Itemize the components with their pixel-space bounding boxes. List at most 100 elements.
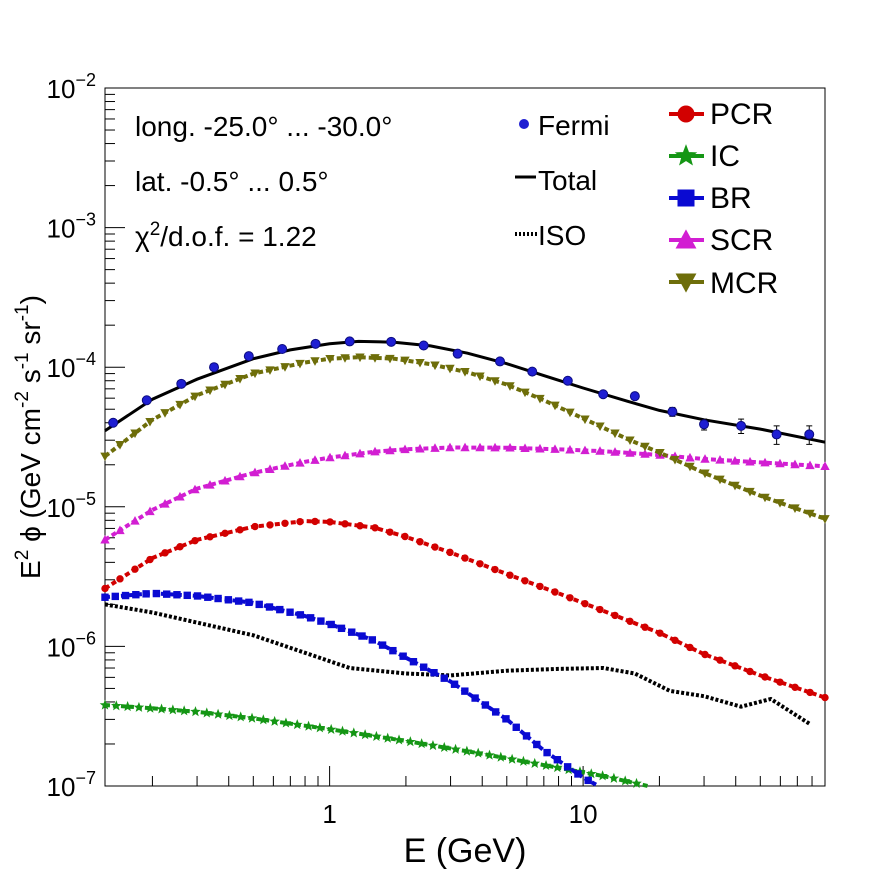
series-marker-ic (405, 736, 416, 747)
series-marker-br (111, 592, 119, 601)
series-marker-scr (220, 475, 230, 485)
y-tick-label: 10−3 (47, 210, 96, 244)
series-marker-scr (595, 446, 605, 455)
series-marker-pcr (821, 693, 829, 702)
series-marker-br (234, 597, 243, 605)
fermi-point (386, 336, 397, 347)
legend-br-label: BR (710, 182, 752, 215)
series-marker-br (420, 663, 428, 671)
fermi-point (629, 391, 640, 402)
series-marker-br (337, 624, 346, 633)
series-marker-pcr (686, 643, 694, 652)
series-marker-br (306, 614, 315, 622)
series-marker-pcr (296, 517, 304, 526)
legend-fermi-marker (519, 119, 529, 129)
series-marker-ic (518, 755, 529, 766)
series-marker-ic (246, 712, 258, 723)
series-marker-br (512, 723, 520, 731)
series-marker-ic (461, 745, 473, 756)
series-marker-mcr (820, 515, 830, 524)
series-marker-br (440, 674, 448, 682)
legend-marker-ic (674, 144, 698, 166)
series-marker-mcr (460, 368, 470, 377)
fermi-point (209, 362, 220, 373)
series-marker-pcr (161, 549, 169, 557)
series-marker-ic (585, 768, 597, 779)
series-marker-pcr (416, 538, 424, 546)
series-marker-pcr (131, 565, 139, 573)
series-marker-ic (472, 747, 484, 758)
series-marker-scr (535, 443, 545, 453)
x-tick-label: 10 (569, 799, 598, 829)
series-marker-pcr (791, 683, 799, 691)
series-marker-scr (805, 460, 815, 470)
fermi-point (418, 340, 429, 351)
series-marker-mcr (280, 363, 290, 372)
fermi-points-layer (108, 336, 815, 445)
series-marker-ic (314, 722, 326, 733)
y-tick-label: 10−6 (47, 628, 96, 662)
series-marker-ic (552, 762, 563, 773)
series-marker-ic (212, 708, 224, 719)
annotation-chi2: χ2/d.o.f. = 1.22 (135, 219, 317, 252)
series-marker-ic (190, 706, 201, 717)
series-marker-pcr (281, 519, 289, 527)
series-marker-scr (235, 471, 245, 481)
annotation-latitude: lat. -0.5° ... 0.5° (135, 166, 329, 197)
series-marker-pcr (386, 528, 394, 536)
series-marker-ic (156, 703, 167, 714)
series-marker-pcr (521, 577, 529, 585)
y-label-base: E (15, 560, 46, 579)
y-tick-exp: −6 (75, 628, 96, 648)
series-marker-pcr (491, 565, 499, 574)
series-marker-scr (265, 464, 275, 474)
series-marker-br (101, 593, 109, 601)
series-marker-ic (291, 719, 303, 730)
y-tick-labels: 10−710−610−510−410−310−2 (47, 70, 96, 802)
series-marker-mcr (760, 493, 770, 503)
series-marker-br (286, 608, 294, 616)
series-marker-scr (250, 467, 260, 477)
annotation-longitude: long. -25.0° ... -30.0° (135, 111, 392, 142)
series-marker-mcr (130, 429, 140, 439)
series-marker-scr (310, 455, 320, 464)
series-marker-mcr (175, 400, 185, 410)
series-marker-br (173, 591, 181, 599)
series-marker-ic (122, 701, 133, 712)
series-marker-pcr (701, 650, 709, 659)
series-marker-ic (608, 772, 620, 783)
series-marker-pcr (236, 526, 244, 534)
series-line-scr (103, 445, 826, 542)
fermi-point (108, 417, 119, 428)
series-marker-mcr (685, 462, 695, 472)
series-marker-ic (529, 757, 541, 768)
series-marker-mcr (325, 355, 335, 364)
legend-marker-mcr (675, 273, 697, 293)
series-marker-mcr (565, 408, 575, 418)
series-marker-pcr (476, 560, 484, 568)
y-label-sup3: -1 (12, 352, 33, 369)
y-axis-label: E2 ϕ (GeV cm-2 s-1 sr-1) (12, 295, 46, 579)
fermi-point (667, 406, 678, 417)
y-tick-base: 10 (47, 74, 76, 104)
fermi-point (804, 429, 815, 440)
y-tick-exp: −3 (75, 210, 96, 230)
series-marker-scr (460, 442, 470, 452)
series-marker-br (276, 605, 284, 614)
series-marker-scr (505, 442, 515, 452)
series-marker-mcr (385, 354, 395, 364)
series-marker-mcr (670, 455, 680, 465)
series-line-ic (104, 703, 649, 788)
y-tick-exp: −7 (75, 768, 96, 788)
y-label-sup2: -2 (12, 391, 33, 408)
series-marker-ic (540, 759, 552, 771)
series-marker-pcr (566, 594, 574, 602)
series-line-pcr (103, 519, 826, 700)
y-tick-base: 10 (47, 772, 76, 802)
series-marker-mcr (490, 377, 500, 386)
series-marker-br (348, 628, 356, 636)
y-tick-label: 10−4 (47, 349, 96, 383)
series-marker-br (358, 632, 366, 640)
series-marker-pcr (341, 520, 349, 528)
